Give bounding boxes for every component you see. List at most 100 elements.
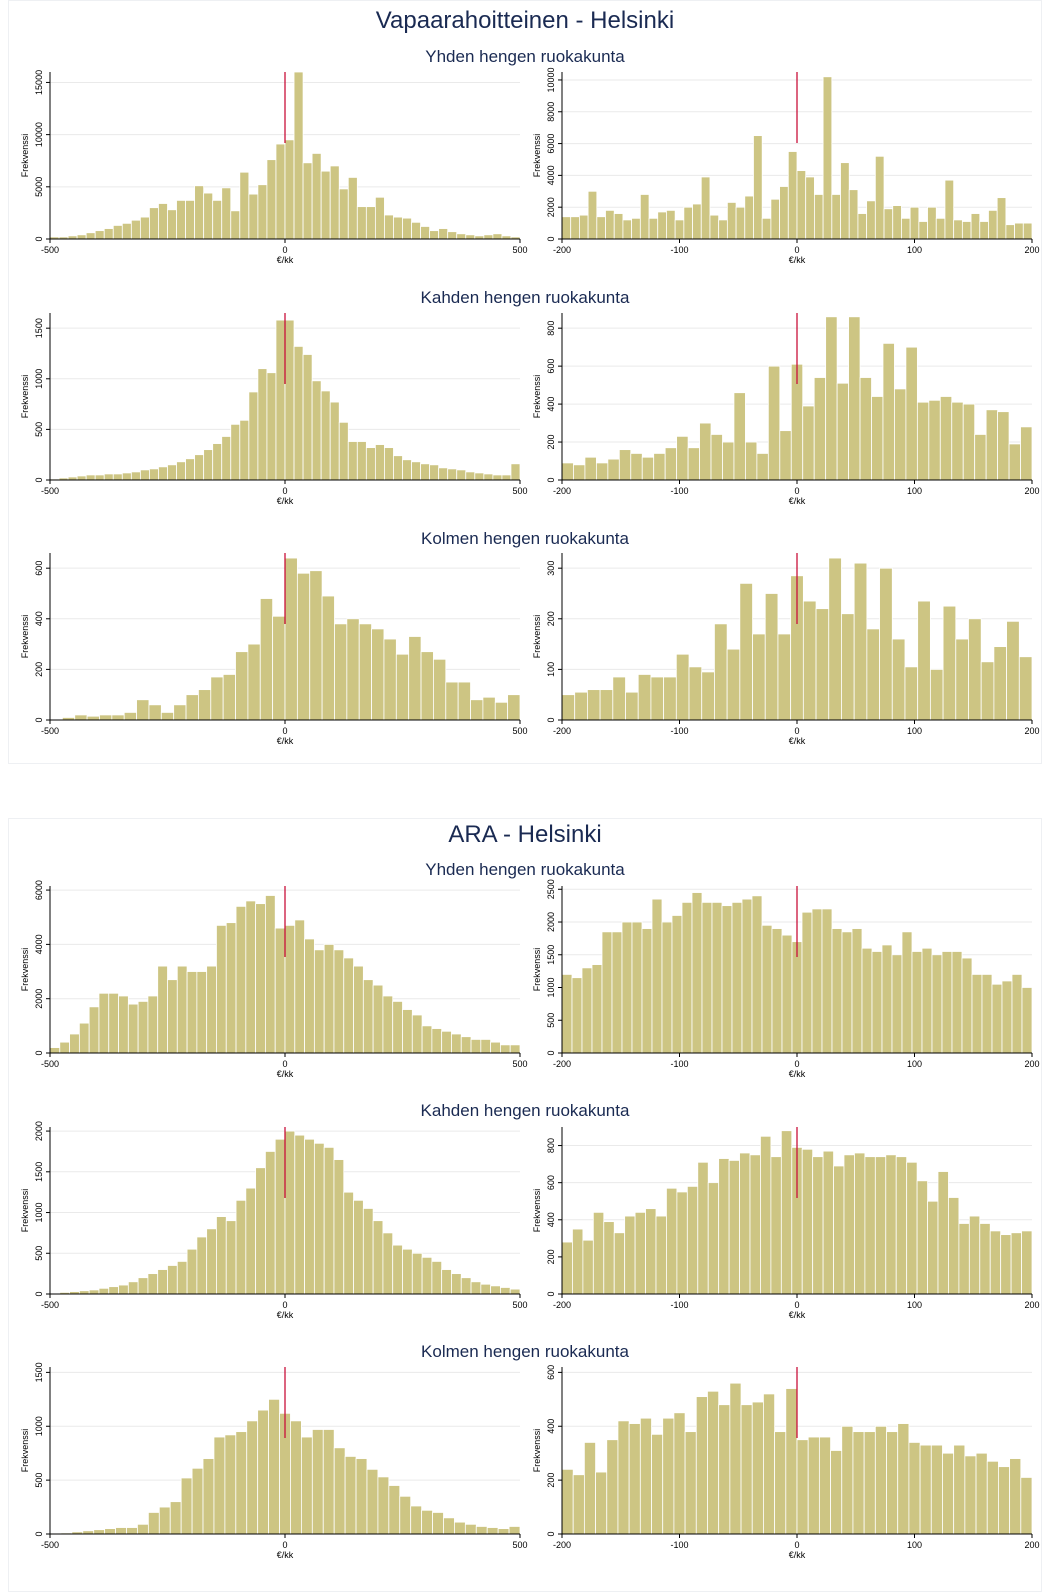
histogram-bar [937,1171,949,1295]
y-tick-label: 0 [546,717,556,722]
histogram-bar [49,1047,61,1054]
histogram-bar [294,1134,305,1295]
histogram-bar [112,225,123,240]
histogram-bar [216,924,227,1054]
histogram-bar [169,1501,182,1535]
x-tick-label: 0 [794,486,799,496]
y-tick-label: 500 [546,1013,556,1028]
x-tick-label: 0 [282,1540,287,1550]
histogram-bar [421,1025,433,1054]
histogram-bar [393,216,403,240]
y-axis-label: Frekvenssi [20,615,30,659]
histogram-bar [874,1425,887,1535]
histogram-bar [882,342,895,481]
histogram-bar [300,1436,313,1535]
y-tick-label: 400 [546,1212,556,1227]
histogram-bar [985,409,999,481]
histogram-bar [671,915,683,1054]
histogram-bar [323,943,335,1054]
histogram-bar [904,666,919,721]
y-tick-label: 500 [34,422,44,437]
histogram-bar [657,211,667,240]
histogram-bar [1006,620,1020,721]
histogram-bar [935,217,946,240]
histogram-bar [1014,222,1024,240]
histogram-bar [374,196,385,240]
histogram-bar [595,462,609,481]
histogram-bar [482,696,496,721]
histogram-bar [918,221,928,240]
histogram-vapaa-2hlo-narrow: -200 -100 0 100 200€/kk0200400600800Frekvens… [532,313,1040,506]
histogram-bar [265,1151,276,1295]
y-tick-label: 0 [34,1531,44,1536]
histogram-bar [666,1187,678,1295]
histogram-bar [681,901,693,1054]
histogram-bar [631,217,641,240]
histogram-bar [591,964,603,1054]
histogram-bar [157,965,168,1054]
histogram-bar [362,1208,374,1295]
histogram-bar [622,219,633,240]
histogram-bar [561,216,572,240]
histogram-bar [137,1523,149,1535]
histogram-bar [167,1265,178,1295]
histogram-bar [126,1527,138,1535]
histogram-bar [958,1223,970,1295]
x-tick-label: -100 [670,245,688,255]
histogram-bar [185,199,196,240]
x-tick-label: 0 [282,245,287,255]
histogram-bar [921,947,933,1054]
histogram-bar [561,462,574,481]
y-tick-label: 0 [546,477,556,482]
histogram-bar [603,1221,615,1295]
histogram-bar [255,903,266,1054]
y-tick-label: 2500 [546,879,556,899]
histogram-bar [196,1236,208,1295]
histogram-bar [323,1146,335,1295]
histogram-bar [160,712,175,721]
histogram-bar [235,1199,247,1295]
histogram-bar [930,1444,943,1535]
histogram-bar [127,1003,139,1054]
histogram-bar [384,214,394,240]
histogram-bar [492,474,503,481]
histogram-bar [948,1197,960,1295]
histogram-bar [599,689,614,721]
histogram-bar [911,951,923,1054]
histogram-bar [666,209,676,240]
x-tick-label: 0 [282,726,287,736]
histogram-bar [741,898,753,1054]
histogram-bar [1011,974,1023,1054]
histogram-bar [779,430,792,481]
histogram-bar [257,1409,270,1535]
histogram-bar [158,1506,171,1535]
histogram-bar [953,219,963,240]
histogram-bar [971,974,983,1054]
histogram-bar [891,638,906,721]
histogram-bar [796,1439,809,1535]
histogram-bar [460,1036,472,1054]
histogram-bar [451,1033,462,1054]
y-axis-label: Frekvenssi [532,1429,542,1473]
histogram-bar [309,570,323,721]
x-tick-label: -100 [670,1059,688,1069]
histogram-bar [284,1130,296,1295]
histogram-bar [420,463,431,481]
histogram-bar [94,474,105,481]
histogram-bar [770,1156,782,1295]
histogram-bar [443,1517,455,1535]
histogram-bar [777,633,792,721]
histogram-bar [225,1220,237,1295]
histogram-bar [321,595,335,721]
histogram-bar [74,714,88,721]
histogram-bar [372,984,384,1054]
histogram-bar [224,1434,237,1535]
histogram-bar [886,1431,899,1535]
x-tick-label: 100 [907,726,922,736]
histogram-bar [212,199,223,240]
y-tick-label: 0 [34,717,44,722]
y-tick-label: 1000 [34,1416,44,1436]
histogram-bar [1008,443,1021,481]
